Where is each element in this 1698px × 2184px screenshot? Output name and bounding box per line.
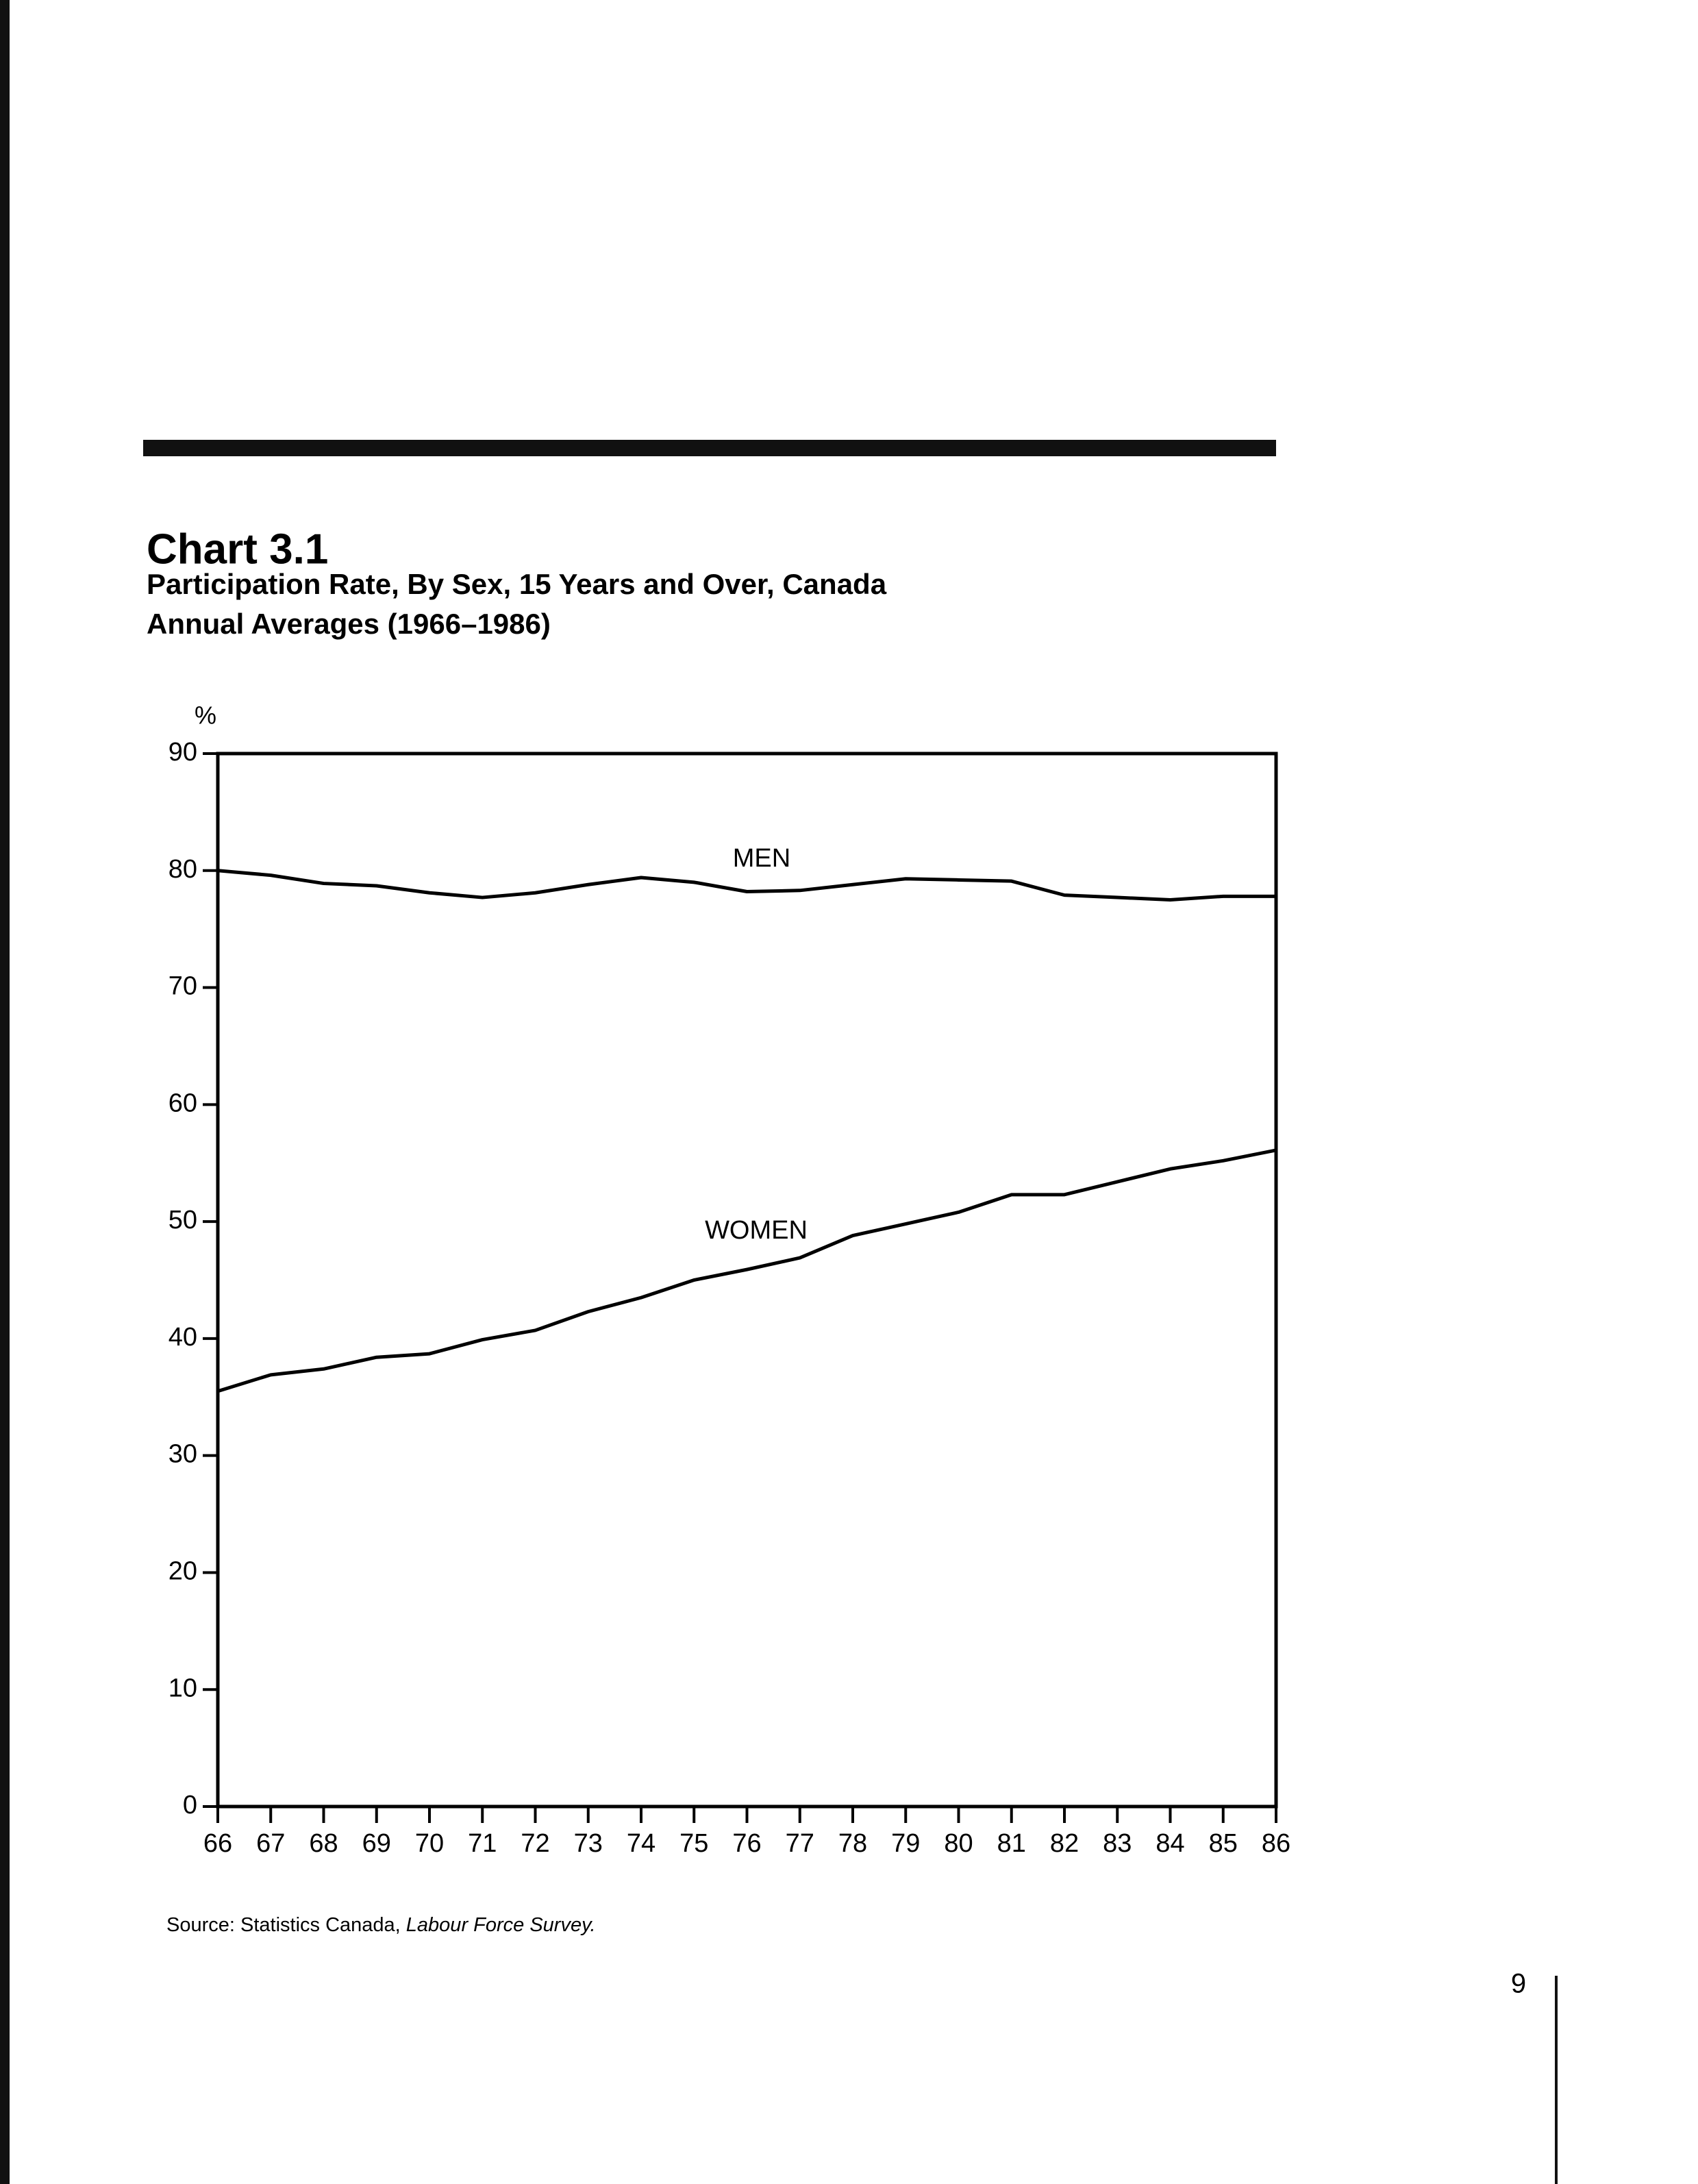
x-tick-label: 86 (1262, 1829, 1290, 1858)
x-tick-label: 85 (1209, 1829, 1238, 1858)
x-tick-label: 68 (309, 1829, 338, 1858)
x-tick-label: 84 (1156, 1829, 1184, 1858)
y-tick-label: 20 (168, 1556, 197, 1585)
y-tick-label: 50 (168, 1206, 197, 1234)
x-tick-label: 74 (627, 1829, 656, 1858)
source-note: Source: Statistics Canada, Labour Force … (166, 1914, 596, 1936)
x-tick-label: 67 (256, 1829, 285, 1858)
x-tick-label: 81 (997, 1829, 1026, 1858)
data-line (217, 869, 1276, 902)
plot: 0 10 20 30 40 50 60 70 80 90 66 67 68 69 70 71 72 73 74 75 7… (168, 738, 1290, 1858)
y-tick-label: 40 (168, 1323, 197, 1352)
x-tick-label: 83 (1103, 1829, 1132, 1858)
y-axis-label: % (195, 702, 216, 730)
page-edge (0, 0, 10, 2184)
x-tick-label: 70 (415, 1829, 444, 1858)
x-tick-label: 77 (786, 1829, 814, 1858)
source-text: Source: Statistics Canada, (166, 1914, 406, 1936)
x-tick-label: 75 (679, 1829, 708, 1858)
plot-frame (216, 752, 1278, 1809)
x-tick-label: 72 (521, 1829, 549, 1858)
x-tick-label: 73 (574, 1829, 603, 1858)
y-tick-label: 0 (183, 1791, 197, 1820)
y-tick-label: 90 (168, 738, 197, 767)
source-title: Labour Force Survey. (406, 1914, 596, 1936)
y-tick-label: 60 (168, 1089, 197, 1117)
y-tick-label: 80 (168, 855, 197, 884)
y-tick-label: 10 (168, 1674, 197, 1702)
y-tick-label: 70 (168, 972, 197, 1001)
x-tick-label: 79 (891, 1829, 920, 1858)
chart-subtitle: Annual Averages (1966–1986) (147, 608, 551, 640)
x-tick-label: 78 (838, 1829, 867, 1858)
x-tick-label: 69 (362, 1829, 391, 1858)
series-label: MEN (733, 844, 790, 873)
y-tick-label: 30 (168, 1440, 197, 1469)
data-line (217, 1148, 1277, 1393)
x-tick-label: 66 (203, 1829, 232, 1858)
x-tick-label: 80 (944, 1829, 973, 1858)
chart-subtitle: Participation Rate, By Sex, 15 Years and… (147, 568, 887, 600)
x-tick-label: 76 (732, 1829, 761, 1858)
header-bar (143, 440, 1276, 456)
series-label: WOMEN (705, 1216, 808, 1245)
page-number: 9 (1511, 1969, 1526, 1999)
chart-title: Chart 3.1 (147, 525, 328, 573)
x-tick-label: 71 (468, 1829, 497, 1858)
x-tick-label: 82 (1050, 1829, 1079, 1858)
